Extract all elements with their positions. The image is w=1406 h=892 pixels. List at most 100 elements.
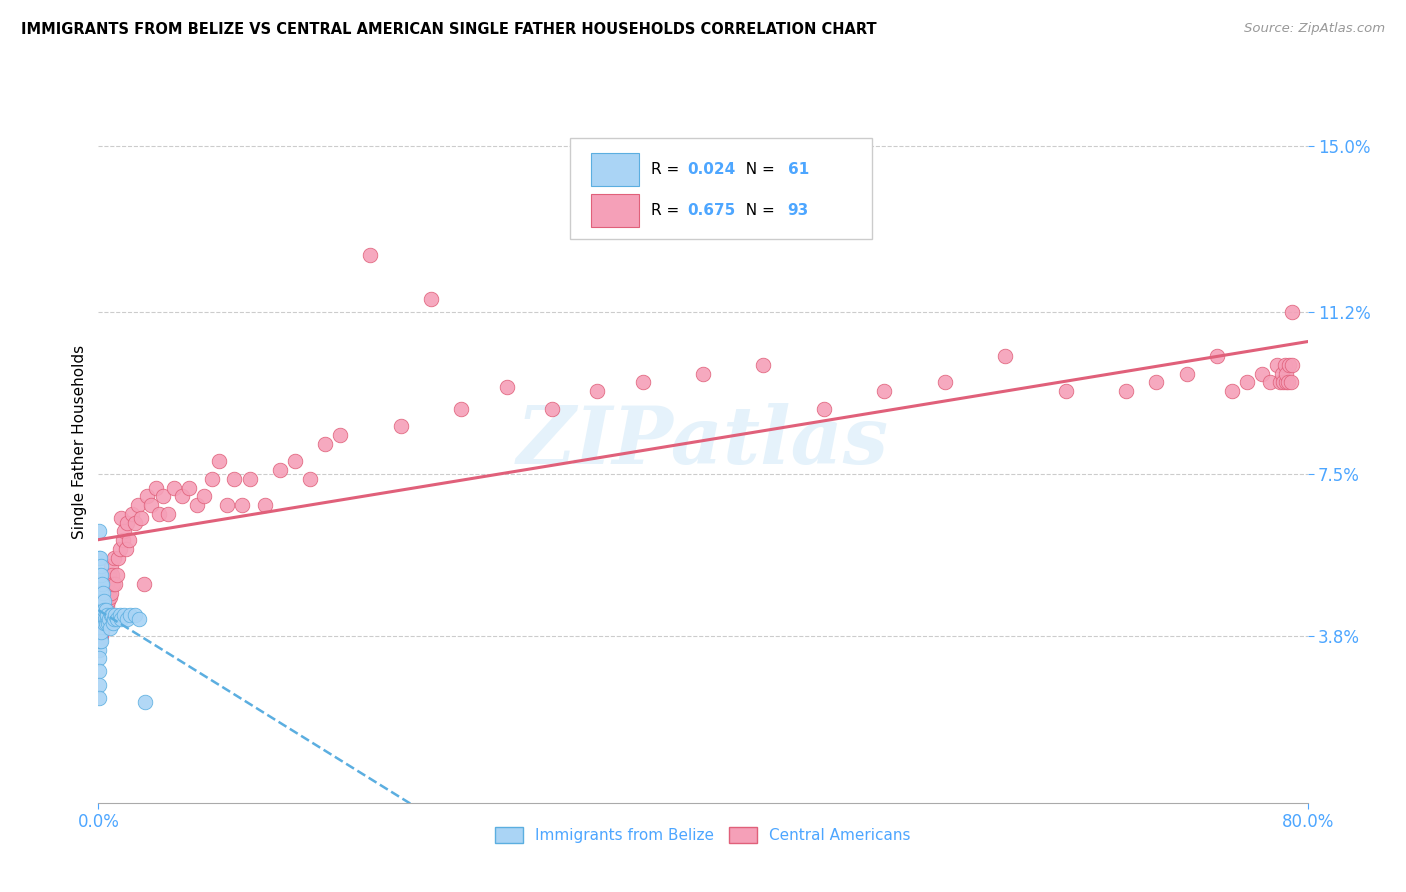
Point bbox=[98, 568, 121, 582]
Point bbox=[1281, 358, 1303, 372]
Point bbox=[1115, 384, 1137, 399]
Text: 61: 61 bbox=[787, 162, 808, 178]
Point bbox=[89, 594, 111, 608]
Point bbox=[186, 498, 208, 512]
Point bbox=[89, 625, 111, 640]
Point bbox=[107, 550, 129, 565]
Point bbox=[89, 577, 111, 591]
Point bbox=[89, 633, 111, 648]
Point bbox=[1278, 358, 1301, 372]
Point bbox=[97, 594, 120, 608]
Point bbox=[752, 358, 775, 372]
Point bbox=[145, 481, 167, 495]
Point bbox=[631, 376, 654, 390]
Point bbox=[1274, 376, 1296, 390]
Point bbox=[586, 384, 609, 399]
Point bbox=[89, 642, 111, 657]
Point bbox=[1251, 367, 1274, 381]
Point bbox=[115, 612, 138, 626]
Point bbox=[224, 472, 246, 486]
Point bbox=[1270, 376, 1292, 390]
Point bbox=[1277, 376, 1299, 390]
Point bbox=[93, 616, 115, 631]
Point bbox=[90, 594, 112, 608]
Point bbox=[1144, 376, 1167, 390]
Point bbox=[1281, 305, 1303, 319]
Point bbox=[98, 590, 121, 604]
Point bbox=[134, 695, 156, 709]
Point bbox=[90, 621, 112, 635]
Point bbox=[89, 568, 111, 582]
Point bbox=[118, 533, 141, 547]
Point bbox=[540, 401, 562, 416]
Point bbox=[813, 401, 835, 416]
Point bbox=[89, 690, 111, 705]
Point bbox=[101, 616, 124, 631]
Point bbox=[114, 541, 136, 556]
Point bbox=[90, 599, 112, 613]
Point bbox=[170, 489, 193, 503]
Y-axis label: Single Father Households: Single Father Households bbox=[72, 344, 87, 539]
Point bbox=[1258, 376, 1281, 390]
Point bbox=[128, 612, 150, 626]
Point bbox=[94, 612, 117, 626]
Text: N =: N = bbox=[735, 162, 779, 178]
Point bbox=[103, 612, 125, 626]
Point bbox=[1271, 367, 1294, 381]
Point bbox=[284, 454, 307, 468]
Point bbox=[90, 568, 112, 582]
Point bbox=[89, 550, 111, 565]
Point bbox=[89, 607, 111, 622]
Legend: Immigrants from Belize, Central Americans: Immigrants from Belize, Central American… bbox=[489, 822, 917, 849]
Point bbox=[89, 625, 111, 640]
Point bbox=[1267, 358, 1289, 372]
Point bbox=[314, 436, 336, 450]
Point bbox=[112, 524, 135, 539]
Point bbox=[94, 607, 117, 622]
Point bbox=[96, 599, 118, 613]
Point bbox=[208, 454, 231, 468]
Point bbox=[98, 621, 121, 635]
Point bbox=[89, 550, 111, 565]
Point bbox=[692, 367, 714, 381]
Point bbox=[873, 384, 896, 399]
Point bbox=[100, 607, 122, 622]
Point bbox=[96, 577, 118, 591]
Text: ZIPatlas: ZIPatlas bbox=[517, 403, 889, 480]
Point bbox=[103, 550, 125, 565]
Point bbox=[91, 585, 114, 599]
Point bbox=[389, 419, 412, 434]
Point bbox=[994, 349, 1017, 363]
FancyBboxPatch shape bbox=[591, 153, 638, 186]
Point bbox=[90, 633, 112, 648]
Point bbox=[89, 621, 111, 635]
Point bbox=[90, 612, 112, 626]
Point bbox=[253, 498, 276, 512]
Point bbox=[1279, 376, 1302, 390]
Point bbox=[93, 594, 115, 608]
Point bbox=[156, 507, 179, 521]
Point bbox=[105, 612, 128, 626]
Point bbox=[115, 516, 138, 530]
Point bbox=[91, 625, 114, 640]
Point bbox=[141, 498, 163, 512]
Point bbox=[104, 607, 127, 622]
Point bbox=[111, 533, 134, 547]
Point bbox=[90, 629, 112, 643]
Point bbox=[231, 498, 253, 512]
Point bbox=[94, 616, 117, 631]
Point bbox=[1175, 367, 1198, 381]
Text: 0.024: 0.024 bbox=[688, 162, 735, 178]
Point bbox=[152, 489, 174, 503]
Point bbox=[193, 489, 215, 503]
Point bbox=[96, 607, 118, 622]
Point bbox=[89, 612, 111, 626]
Point bbox=[121, 507, 143, 521]
Point bbox=[104, 577, 127, 591]
Point bbox=[269, 463, 291, 477]
Point bbox=[93, 603, 115, 617]
Point bbox=[124, 516, 146, 530]
Point bbox=[91, 607, 114, 622]
Point bbox=[91, 594, 114, 608]
Text: IMMIGRANTS FROM BELIZE VS CENTRAL AMERICAN SINGLE FATHER HOUSEHOLDS CORRELATION : IMMIGRANTS FROM BELIZE VS CENTRAL AMERIC… bbox=[21, 22, 877, 37]
